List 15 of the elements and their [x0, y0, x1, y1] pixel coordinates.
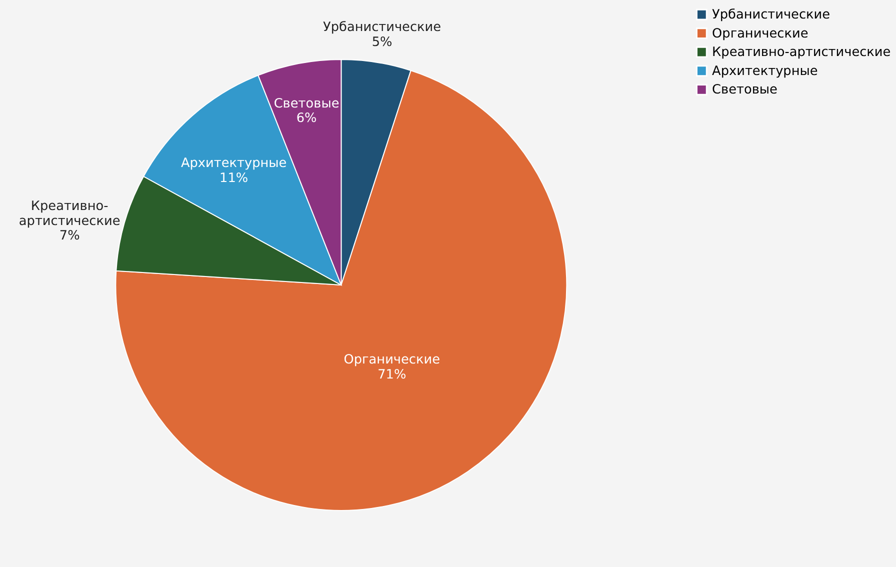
data-label: 71% [378, 367, 406, 382]
data-label: 11% [220, 171, 248, 186]
legend-label: Световые [712, 82, 778, 98]
slice-label: Урбанистические [323, 20, 442, 36]
legend-label: Креативно-артистические [712, 45, 891, 60]
slice-label: Архитектурные [180, 156, 287, 172]
data-label: 5% [372, 34, 392, 50]
legend-label: Урбанистические [712, 7, 830, 22]
data-label: 7% [59, 228, 80, 244]
data-label: 6% [296, 111, 317, 126]
slice-label: Органические [344, 352, 440, 368]
legend-label: Органические [712, 26, 808, 42]
slice-label: Креативно-артистические [18, 199, 120, 229]
legend-label: Архитектурные [712, 64, 818, 79]
slice-label: Световые [274, 96, 340, 112]
